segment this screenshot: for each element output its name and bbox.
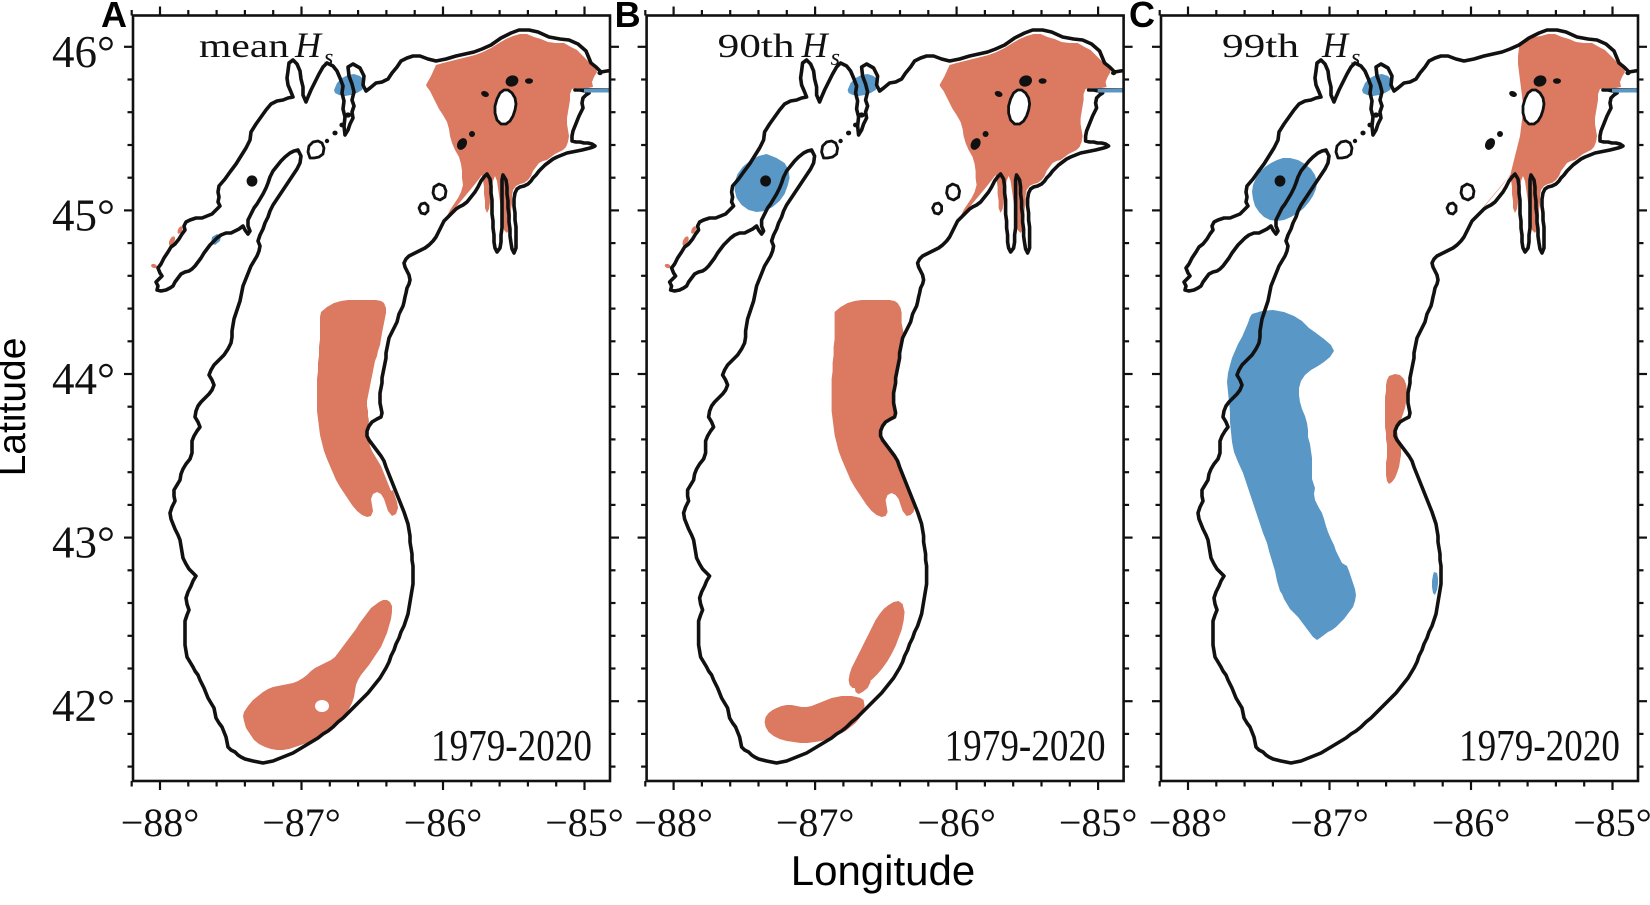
svg-text:90th: 90th (718, 28, 795, 65)
svg-text:99th: 99th (1222, 28, 1299, 65)
svg-text:43°: 43° (52, 518, 115, 568)
svg-text:H: H (294, 25, 323, 65)
svg-text:s: s (324, 45, 333, 71)
svg-text:Latitude: Latitude (0, 338, 34, 477)
svg-text:−88°: −88° (1149, 800, 1228, 845)
svg-text:1979-2020: 1979-2020 (431, 721, 592, 770)
svg-text:1979-2020: 1979-2020 (1459, 721, 1620, 770)
svg-text:C: C (1129, 0, 1155, 35)
svg-text:−85°: −85° (545, 800, 624, 845)
svg-text:−86°: −86° (917, 800, 996, 845)
svg-text:−86°: −86° (1432, 800, 1511, 845)
svg-text:44°: 44° (52, 354, 115, 404)
svg-text:46°: 46° (52, 27, 115, 77)
svg-text:−88°: −88° (121, 800, 200, 845)
svg-text:−87°: −87° (262, 800, 341, 845)
svg-text:Longitude: Longitude (791, 847, 976, 894)
svg-text:mean: mean (199, 28, 289, 65)
svg-text:B: B (615, 0, 641, 35)
svg-text:A: A (101, 0, 127, 35)
svg-text:−87°: −87° (1290, 800, 1369, 845)
svg-text:−86°: −86° (404, 800, 483, 845)
svg-text:−87°: −87° (776, 800, 855, 845)
svg-text:−88°: −88° (634, 800, 713, 845)
svg-text:H: H (1321, 25, 1350, 65)
svg-text:42°: 42° (52, 681, 115, 731)
svg-text:s: s (1351, 45, 1360, 71)
svg-text:−85°: −85° (1059, 800, 1138, 845)
svg-text:1979-2020: 1979-2020 (945, 721, 1106, 770)
svg-text:45°: 45° (52, 190, 115, 240)
svg-text:s: s (831, 45, 840, 71)
svg-text:H: H (801, 25, 830, 65)
svg-text:−85°: −85° (1573, 800, 1650, 845)
